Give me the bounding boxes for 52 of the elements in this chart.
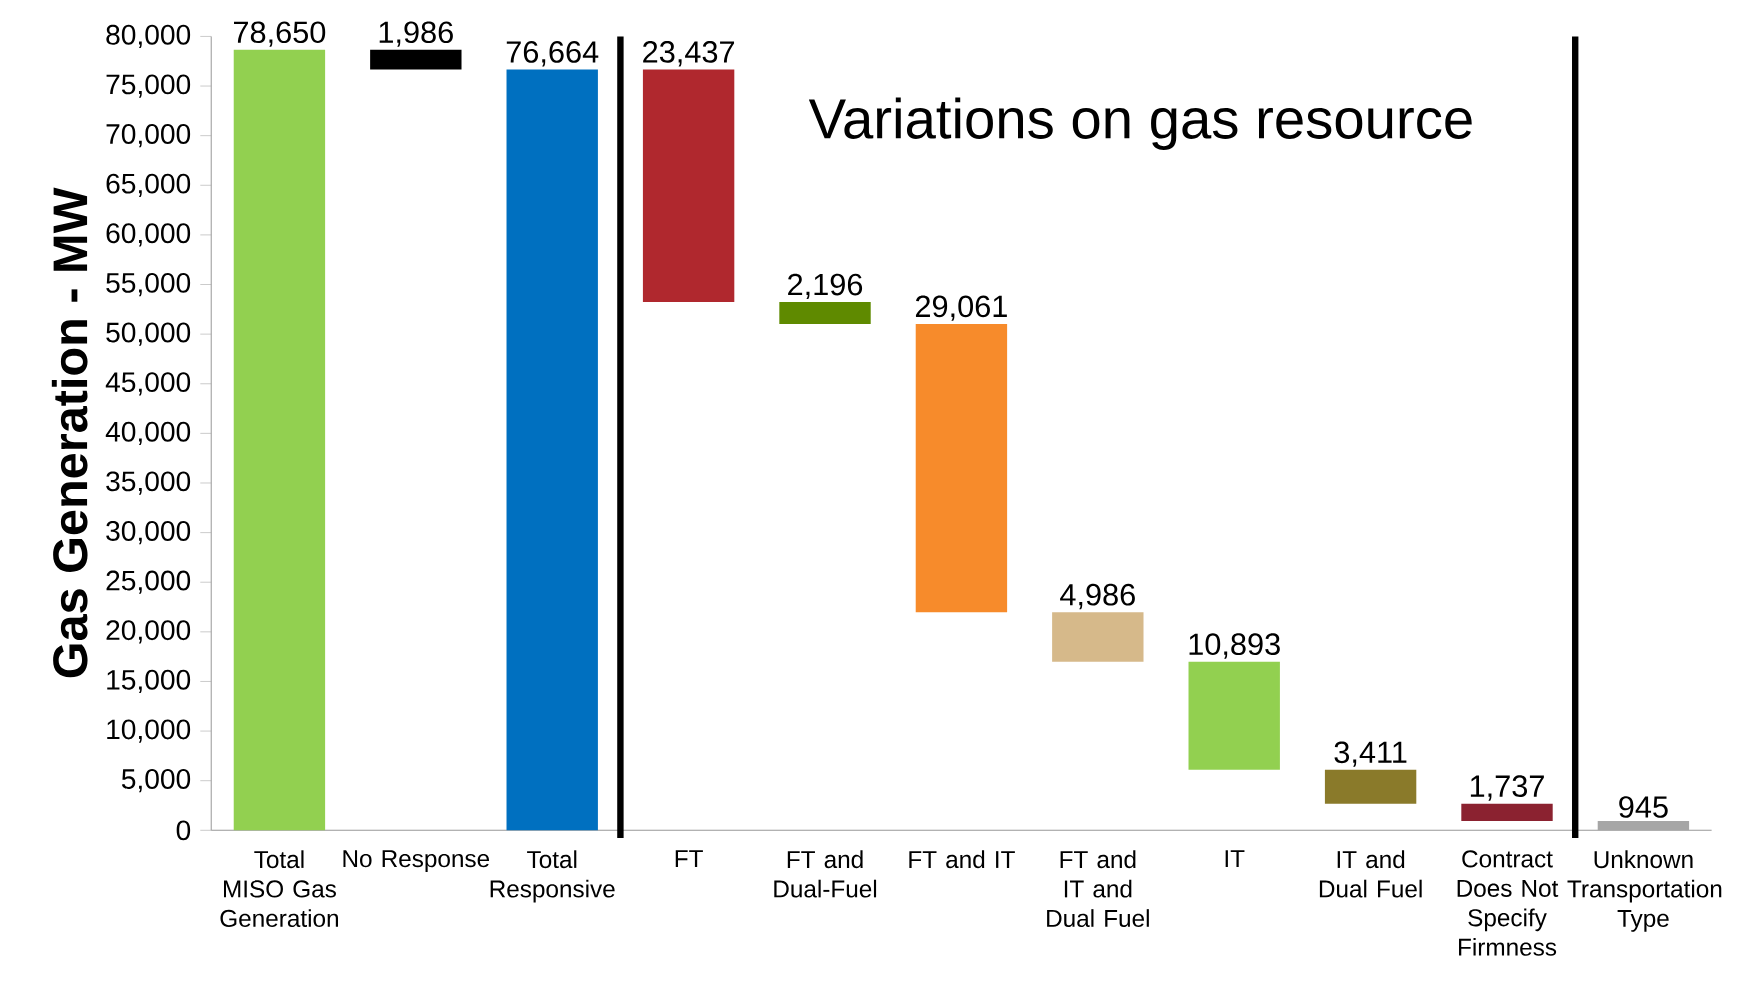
data-label: 4,986 bbox=[1060, 583, 1135, 610]
data-label: 76,664 bbox=[506, 41, 599, 67]
x-tick-label: IT and Dual Fuel bbox=[1319, 850, 1422, 898]
bar bbox=[233, 49, 326, 831]
x-tick-label: FT and IT and Dual Fuel bbox=[1047, 850, 1149, 928]
x-tick-label: FT and IT bbox=[909, 850, 1015, 869]
data-label: 23,437 bbox=[643, 41, 735, 67]
y-tick-label: 25,000 bbox=[106, 570, 191, 594]
x-tick-label: Unknown Transportation Type bbox=[1567, 850, 1722, 932]
y-tick-label: 70,000 bbox=[106, 124, 191, 148]
bar bbox=[1052, 612, 1144, 662]
y-tick-label: 45,000 bbox=[105, 372, 191, 396]
bar bbox=[642, 69, 735, 303]
y-tick-label: 80,000 bbox=[106, 24, 191, 49]
bar bbox=[1461, 803, 1553, 822]
x-tick-label: IT bbox=[1225, 850, 1245, 868]
data-label: 29,061 bbox=[915, 295, 1007, 321]
y-tick-label: 35,000 bbox=[106, 471, 191, 495]
y-tick-label: 30,000 bbox=[106, 521, 191, 545]
data-label: 1,986 bbox=[379, 21, 453, 47]
y-tick-label: 55,000 bbox=[106, 272, 191, 297]
data-label: 2,196 bbox=[788, 273, 863, 300]
bar bbox=[1324, 769, 1417, 804]
bar bbox=[915, 323, 1008, 613]
x-tick-label: Total MISO Gas Generation bbox=[220, 850, 338, 928]
data-label: 3,411 bbox=[1334, 741, 1407, 767]
bar bbox=[779, 302, 871, 324]
bar bbox=[1597, 821, 1690, 831]
y-tick-label: 60,000 bbox=[106, 223, 191, 247]
data-label: 945 bbox=[1619, 796, 1668, 818]
y-tick-label: 75,000 bbox=[106, 74, 191, 98]
y-tick-label: 10,000 bbox=[107, 719, 191, 743]
x-tick-label: FT and Dual-Fuel bbox=[774, 850, 877, 898]
x-tick-label: Contract Does Not Specify Firmness bbox=[1457, 850, 1559, 956]
x-tick-label: FT bbox=[675, 850, 703, 868]
y-tick-label: 65,000 bbox=[106, 173, 191, 197]
bar bbox=[506, 69, 598, 831]
y-tick-label: 20,000 bbox=[106, 620, 191, 644]
y-tick-label: 15,000 bbox=[107, 669, 191, 694]
data-label: 78,650 bbox=[234, 21, 326, 47]
annotation: Variations on gas resource bbox=[808, 97, 1472, 151]
y-tick-label: 0 bbox=[176, 820, 191, 841]
y-tick-label: 50,000 bbox=[106, 322, 191, 346]
x-tick-label: Total Responsive bbox=[490, 850, 615, 903]
data-label: 1,737 bbox=[1470, 775, 1544, 801]
y-axis-title: Gas Generation - MW bbox=[51, 187, 88, 678]
bar bbox=[370, 49, 462, 70]
y-tick-label: 5,000 bbox=[121, 769, 191, 793]
x-tick-label: No Response bbox=[343, 850, 490, 873]
data-label: 10,893 bbox=[1189, 633, 1280, 659]
bar bbox=[1188, 661, 1280, 770]
y-tick-label: 40,000 bbox=[105, 421, 191, 446]
